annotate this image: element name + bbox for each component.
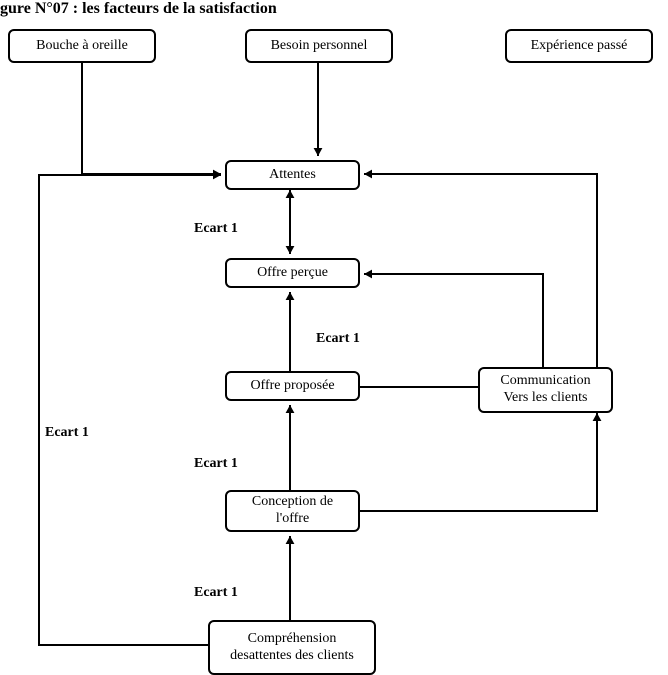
label-ecart1-top: Ecart 1 <box>194 221 238 237</box>
box-comprehension: Compréhension desattentes des clients <box>208 620 376 675</box>
label-ecart1-mid: Ecart 1 <box>316 331 360 347</box>
figure-title: gure N°07 : les facteurs de la satisfact… <box>0 0 277 18</box>
box-experience: Expérience passé <box>505 29 653 63</box>
box-offre-proposee: Offre proposée <box>225 371 360 401</box>
box-besoin: Besoin personnel <box>245 29 393 63</box>
label-ecart1-bottom: Ecart 1 <box>194 585 238 601</box>
label-ecart1-lower: Ecart 1 <box>194 456 238 472</box>
box-offre-percue: Offre perçue <box>225 258 360 288</box>
box-communication: Communication Vers les clients <box>478 367 613 413</box>
box-bouche: Bouche à oreille <box>8 29 156 63</box>
box-attentes: Attentes <box>225 160 360 190</box>
box-conception: Conception de l'offre <box>225 490 360 532</box>
label-ecart1-left: Ecart 1 <box>45 425 89 441</box>
